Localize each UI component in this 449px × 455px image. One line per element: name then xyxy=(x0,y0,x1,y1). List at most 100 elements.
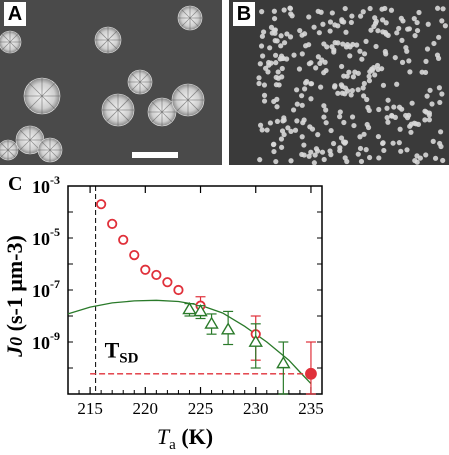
particle xyxy=(376,155,382,161)
particle xyxy=(372,15,378,21)
particle xyxy=(260,53,266,59)
particle xyxy=(357,145,364,152)
particle xyxy=(273,158,279,165)
particle xyxy=(281,40,288,46)
particle xyxy=(257,61,263,67)
particle xyxy=(425,21,431,27)
particle xyxy=(436,34,442,40)
particle xyxy=(294,118,300,124)
particle xyxy=(278,43,284,49)
particle xyxy=(301,31,308,37)
particle xyxy=(314,148,321,154)
data-point-circle xyxy=(151,269,162,281)
particle xyxy=(360,9,366,15)
particle xyxy=(312,152,318,158)
particle xyxy=(434,5,441,11)
particle xyxy=(419,69,425,75)
particle xyxy=(330,140,337,147)
data-point-circle xyxy=(162,277,173,288)
particle xyxy=(383,20,389,26)
x-tick-label: 230 xyxy=(243,399,269,418)
particle xyxy=(411,16,417,22)
particle xyxy=(272,52,279,58)
spherulite-cross xyxy=(131,73,149,91)
particle xyxy=(264,127,270,133)
particle xyxy=(342,139,349,145)
particle xyxy=(396,104,403,110)
particle xyxy=(390,140,396,146)
particle xyxy=(394,30,400,36)
particle xyxy=(423,152,429,158)
particle xyxy=(301,117,307,123)
particle xyxy=(399,59,406,65)
panel-c-chart: C 215 220 225 230 235 10-3 10-5 10-7 10-9 Ta (K) J… xyxy=(2,170,324,453)
particle xyxy=(368,27,374,33)
particle xyxy=(408,129,414,135)
particle xyxy=(414,27,421,34)
particle xyxy=(285,125,291,131)
particle xyxy=(273,82,280,88)
particle xyxy=(294,87,300,93)
particle xyxy=(281,131,287,138)
particle xyxy=(398,148,404,154)
particle xyxy=(364,121,370,128)
spherulite-cross xyxy=(0,142,16,158)
particle xyxy=(341,119,347,126)
particle xyxy=(327,28,333,34)
data-point-triangle xyxy=(276,356,291,369)
particle xyxy=(424,93,430,99)
particle xyxy=(426,112,432,118)
particle xyxy=(406,58,412,64)
particle xyxy=(339,18,345,24)
particle xyxy=(396,140,402,146)
particle xyxy=(265,59,272,66)
particle xyxy=(351,122,357,129)
particle xyxy=(299,151,305,158)
particle xyxy=(392,114,398,120)
particle xyxy=(307,124,313,130)
spherulite-cross xyxy=(181,9,199,27)
particle xyxy=(331,47,337,53)
particle xyxy=(299,102,305,108)
data-point-triangle xyxy=(182,301,197,315)
spherulite-cross xyxy=(98,30,118,50)
particle xyxy=(267,45,273,51)
x-tick-label: 235 xyxy=(298,399,324,418)
panel-c-label-bg xyxy=(2,170,26,194)
particle xyxy=(290,107,297,113)
particle xyxy=(422,108,428,114)
y-tick-label: 10-7 xyxy=(32,277,60,301)
particle xyxy=(357,48,363,54)
particle xyxy=(339,63,345,70)
particle xyxy=(301,142,307,148)
scale-bar xyxy=(132,152,178,158)
x-axis-label: Ta (K) xyxy=(157,424,213,453)
panel-a-label: A xyxy=(4,2,26,26)
particle xyxy=(429,101,435,107)
particle xyxy=(267,120,273,126)
particle xyxy=(315,132,321,138)
data-point-circle xyxy=(107,218,118,229)
particle xyxy=(379,17,386,23)
data-point-circle xyxy=(173,284,184,296)
particle xyxy=(404,147,410,153)
particle xyxy=(279,65,285,72)
particle xyxy=(354,42,360,48)
particle xyxy=(374,62,381,69)
particle xyxy=(257,122,264,128)
particle xyxy=(406,26,412,32)
particle xyxy=(426,117,432,123)
data-point-triangle xyxy=(248,334,263,347)
particle xyxy=(274,104,280,110)
particle xyxy=(416,9,422,16)
particle xyxy=(423,58,429,64)
particle xyxy=(381,147,387,154)
particle xyxy=(308,81,314,87)
particle xyxy=(385,32,391,39)
particle xyxy=(271,148,277,155)
y-tick-label: 10-5 xyxy=(32,225,60,249)
particle xyxy=(321,114,327,120)
particle xyxy=(396,25,402,32)
panel-b-particles xyxy=(256,5,448,165)
particle xyxy=(344,73,350,79)
